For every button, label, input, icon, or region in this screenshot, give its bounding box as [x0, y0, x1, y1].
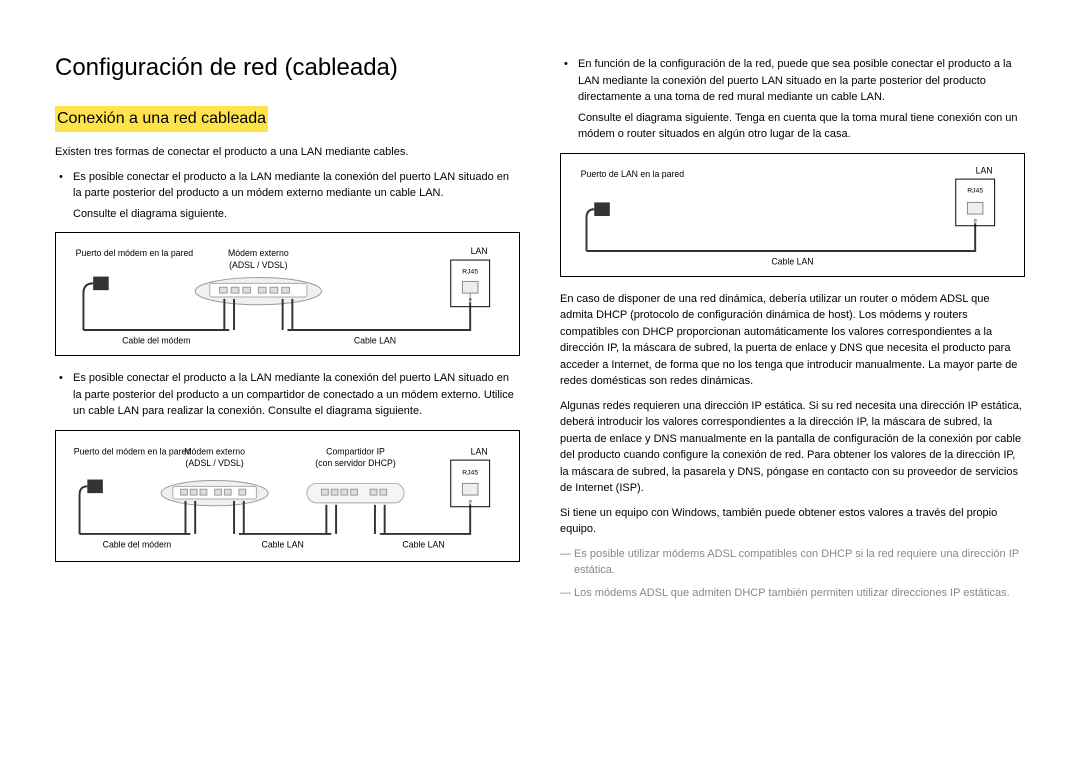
svg-text:LAN: LAN: [976, 165, 993, 175]
right-note-2: Los módems ADSL que admiten DHCP también…: [560, 585, 1025, 602]
right-para-3: Si tiene un equipo con Windows, también …: [560, 505, 1025, 538]
diagram-3: LAN RJ45 ⇧ Puerto de LAN en la pared Cab…: [560, 153, 1025, 277]
intro-text: Existen tres formas de conectar el produ…: [55, 144, 520, 161]
svg-text:Módem externo: Módem externo: [228, 248, 289, 258]
svg-text:LAN: LAN: [471, 446, 488, 456]
svg-text:Cable del módem: Cable del módem: [103, 539, 171, 549]
left-bullet-1-sub: Consulte el diagrama siguiente.: [73, 206, 520, 223]
diagram-2: LAN RJ45 ⇧ Puerto del módem en la pared …: [55, 430, 520, 562]
svg-text:RJ45: RJ45: [462, 269, 478, 276]
right-bullet-1-sub: Consulte el diagrama siguiente. Tenga en…: [578, 110, 1025, 143]
right-bullet-1: En función de la configuración de la red…: [578, 56, 1025, 143]
svg-text:Cable LAN: Cable LAN: [771, 256, 813, 266]
right-note-1: Es posible utilizar módems ADSL compatib…: [560, 546, 1025, 579]
svg-text:RJ45: RJ45: [462, 469, 478, 476]
svg-text:RJ45: RJ45: [967, 187, 983, 194]
left-bullet-1: Es posible conectar el producto a la LAN…: [73, 169, 520, 223]
svg-text:Cable LAN: Cable LAN: [354, 336, 396, 346]
svg-text:Cable del módem: Cable del módem: [122, 336, 190, 346]
svg-text:⇧: ⇧: [467, 297, 473, 305]
left-bullet-2: Es posible conectar el producto a la LAN…: [73, 370, 520, 420]
svg-text:Puerto de LAN en la pared: Puerto de LAN en la pared: [581, 169, 685, 179]
page-title: Configuración de red (cableada): [55, 50, 520, 86]
right-para-1: En caso de disponer de una red dinámica,…: [560, 291, 1025, 390]
right-para-2: Algunas redes requieren una dirección IP…: [560, 398, 1025, 497]
svg-text:(ADSL / VDSL): (ADSL / VDSL): [229, 260, 287, 270]
svg-text:Cable LAN: Cable LAN: [402, 539, 444, 549]
svg-text:Cable LAN: Cable LAN: [262, 539, 304, 549]
right-bullet-1-text: En función de la configuración de la red…: [578, 58, 1012, 103]
svg-text:(ADSL / VDSL): (ADSL / VDSL): [185, 457, 243, 467]
left-bullet-1-text: Es posible conectar el producto a la LAN…: [73, 171, 509, 200]
left-bullet-2-text: Es posible conectar el producto a la LAN…: [73, 372, 514, 417]
svg-text:Puerto del módem en la pared: Puerto del módem en la pared: [76, 248, 194, 258]
svg-text:⇧: ⇧: [972, 217, 978, 225]
svg-text:Puerto del módem en la pared: Puerto del módem en la pared: [74, 446, 192, 456]
svg-text:Compartidor IP: Compartidor IP: [326, 446, 385, 456]
svg-text:⇧: ⇧: [467, 498, 473, 506]
svg-text:(con servidor DHCP): (con servidor DHCP): [315, 457, 396, 467]
diagram-1: LAN RJ45 ⇧ Puerto del módem en la pared …: [55, 232, 520, 356]
svg-text:LAN: LAN: [471, 246, 488, 256]
section-subtitle: Conexión a una red cableada: [55, 106, 268, 132]
svg-text:Módem externo: Módem externo: [184, 446, 245, 456]
